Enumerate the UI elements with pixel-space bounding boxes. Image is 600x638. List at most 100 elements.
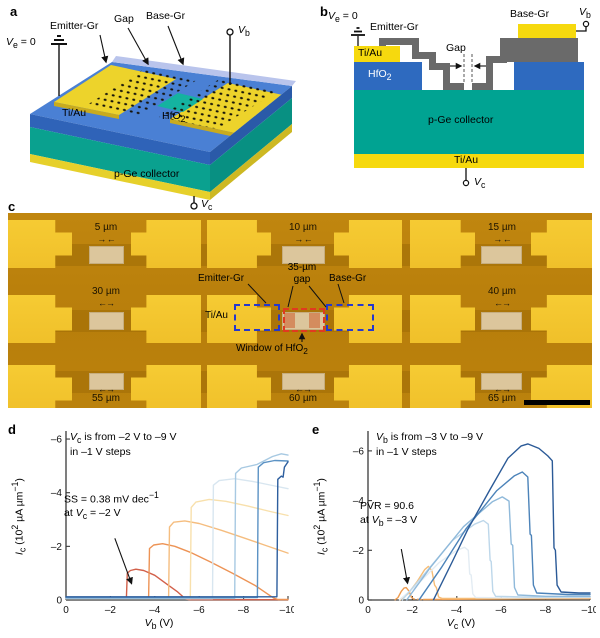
ground-icon — [351, 27, 365, 36]
svg-text:–4: –4 — [51, 488, 63, 499]
chart-e-canvas: 0 –2 –4 –6 –8 –10 0 –2 –4 –6 — [353, 431, 596, 616]
ve-label: Ve = 0 — [6, 36, 36, 51]
hfo2-window-region — [481, 373, 522, 390]
gap-35um-label-line1: 35-µm — [287, 262, 317, 273]
vb-wire — [576, 27, 587, 32]
graphene-flake-tint — [309, 313, 320, 328]
bottom-gold-right — [210, 124, 292, 200]
gap-leader-arrow — [127, 27, 149, 66]
hfo2-right-face — [210, 86, 292, 165]
emitter-leader-arrow — [99, 34, 109, 64]
base-gr-label: Base-Gr — [146, 10, 186, 22]
hfo2-label: HfO2 — [162, 110, 186, 125]
panel-b-label: b — [320, 4, 328, 19]
vb-terminal — [226, 28, 234, 36]
hfo2-label: HfO2 — [368, 68, 392, 83]
ge-front-face — [30, 127, 210, 192]
bottom-ti-au-bar — [354, 154, 584, 168]
panel-a-schematic-3d: a — [2, 2, 300, 214]
gap-size-label: 60 µm — [289, 393, 317, 404]
p-ge-collector-block — [354, 90, 584, 154]
svg-text:–2: –2 — [407, 605, 419, 616]
svg-text:–4: –4 — [353, 496, 365, 507]
left-ti-au-pad — [354, 46, 400, 62]
emitter-gr-outline — [234, 304, 280, 331]
svg-text:–2: –2 — [353, 546, 365, 557]
hfo2-window-region — [282, 246, 325, 264]
window-of-hfo2-label: Window of HfO2 — [236, 343, 308, 356]
ti-au-bottom-label: Ti/Au — [454, 154, 479, 166]
panel-d-chart: d 0 –2 –4 –6 –8 –10 0 –2 –4 –6 Ic (102 µA µm−1) V… — [8, 420, 300, 638]
gold-pad — [8, 295, 72, 343]
vc-label: Vc — [474, 176, 486, 191]
svg-text:–6: –6 — [194, 605, 206, 616]
gap-arrows-icon: ←→ — [494, 298, 511, 308]
gap-size-label: 15 µm — [488, 222, 516, 233]
bottom-gold-front — [30, 154, 210, 200]
hfo2-window-region — [89, 246, 124, 264]
hfo2-window-region — [89, 312, 124, 330]
gap-arrows-icon: ←→ — [494, 384, 511, 394]
svg-text:–2: –2 — [105, 605, 117, 616]
chart-e-x-axis-label: Vc (V) — [446, 617, 476, 632]
top-back-band — [112, 56, 296, 86]
ground-icon — [51, 35, 67, 45]
vc-label: Vc — [201, 198, 213, 213]
gap-size-label: 5 µm — [94, 222, 118, 233]
graphene-flake-tint — [284, 313, 295, 328]
right-ti-au-pad — [518, 24, 576, 38]
ge-right-face — [210, 98, 292, 192]
emitter-graphene-dots — [87, 69, 197, 116]
p-ge-collector-label: p-Ge collector — [114, 168, 180, 180]
gap-label: Gap — [446, 42, 466, 54]
svg-text:–6: –6 — [353, 446, 365, 457]
svg-text:0: 0 — [63, 605, 69, 616]
svg-text:0: 0 — [365, 605, 371, 616]
gap-size-label: 40 µm — [488, 286, 516, 297]
emitter-gr-label: Emitter-Gr — [370, 21, 419, 33]
gap-size-label: 65 µm — [488, 393, 516, 404]
right-gold-pad-edge — [170, 119, 235, 137]
chart-d-x-axis-label: Vb (V) — [144, 617, 174, 632]
chart-d-canvas: 0 –2 –4 –6 –8 –10 0 –2 –4 –6 — [51, 431, 294, 616]
vb-terminal — [582, 20, 590, 28]
panel-a-label: a — [10, 4, 18, 19]
hfo2-window-region — [89, 373, 124, 390]
gap-size-label: 55 µm — [92, 393, 120, 404]
panel-e-chart: e 0 –2 –4 –6 –8 –10 0 –2 –4 –6 Ic (102 µA µm−1) V… — [300, 420, 600, 638]
ti-au-top-label: Ti/Au — [358, 47, 383, 59]
svg-text:0: 0 — [358, 596, 364, 607]
base-gr-outline — [326, 304, 374, 331]
gap-arrows-icon: ←→ — [295, 384, 312, 394]
svg-text:–8: –8 — [540, 605, 552, 616]
gap-label: Gap — [114, 13, 134, 25]
hfo2-window-region — [282, 373, 325, 390]
scale-bar — [524, 400, 590, 405]
gap-arrows-icon: ←→ — [98, 384, 115, 394]
chart-d-ss-annotation: SS = 0.38 mV dec−1 at Vc = –2 V — [64, 490, 159, 522]
panel-c-micrograph: 5 µm → ← 10 µm → ← 15 µm → ← 30 µm ←→ 40… — [8, 213, 592, 408]
device-3d-drawing — [30, 25, 296, 210]
hfo2-window-region — [481, 246, 522, 264]
ve-label: Ve = 0 — [328, 10, 358, 25]
base-leader-arrow — [167, 25, 185, 66]
panel-c-label: c — [8, 199, 16, 214]
hfo2-front-face — [30, 114, 210, 165]
left-gold-pad-edge — [54, 102, 119, 119]
chart-d-y-axis-label: Ic (102 µA µm−1) — [10, 478, 28, 556]
svg-text:–6: –6 — [496, 605, 508, 616]
vb-label: Vb — [579, 6, 591, 21]
emitter-gr-label: Emitter-Gr — [50, 20, 99, 32]
gold-pad — [410, 295, 475, 343]
vc-terminal — [462, 179, 470, 187]
hfo2-left-block — [354, 62, 422, 90]
gap-arrows-icon: → ← — [294, 234, 313, 244]
gap-35um-label-line2: gap — [293, 274, 311, 285]
svg-text:–10: –10 — [582, 605, 596, 616]
emitter-gr-label: Emitter-Gr — [198, 273, 245, 284]
gold-pad — [531, 295, 592, 343]
svg-text:0: 0 — [56, 596, 62, 607]
base-gr-label: Base-Gr — [329, 273, 367, 284]
vb-label: Vb — [238, 24, 250, 39]
